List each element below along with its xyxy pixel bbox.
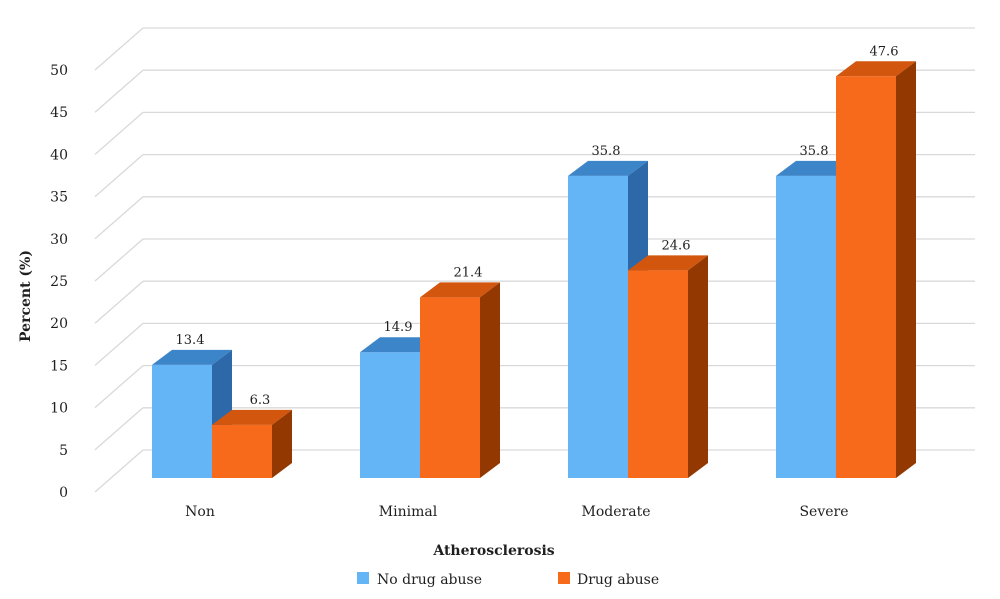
y-tick-label: 50: [50, 63, 68, 79]
bar-front-face: [152, 364, 212, 478]
bars: [152, 61, 916, 479]
side-wall-gridline: [94, 69, 144, 113]
bar-side-face: [688, 255, 708, 478]
legend: No drug abuse Drug abuse: [357, 572, 659, 588]
legend-label-no-drug-abuse: No drug abuse: [377, 572, 482, 588]
bar-side-face: [896, 61, 916, 478]
y-tick-label: 0: [59, 485, 68, 501]
bar-side-face: [480, 282, 500, 478]
side-wall-gridline: [94, 154, 144, 198]
data-label-no-drug-abuse-moderate: 35.8: [592, 144, 621, 159]
bar-front-face: [836, 76, 896, 479]
side-wall-gridline: [94, 280, 144, 324]
legend-label-drug-abuse: Drug abuse: [577, 572, 659, 588]
bar-drug-abuse-severe: [836, 61, 916, 479]
bar-front-face: [212, 424, 272, 478]
bar-drug-abuse-minimal: [420, 282, 500, 478]
data-label-drug-abuse-non: 6.3: [250, 393, 271, 408]
bar-drug-abuse-moderate: [628, 255, 708, 478]
legend-swatch-drug-abuse: [558, 572, 570, 584]
y-axis-ticks: 0 5 10 15 20 25 30 35 40 45 50: [50, 63, 68, 501]
x-axis-ticks: Non Minimal Moderate Severe: [185, 504, 848, 520]
side-wall-gridline: [94, 365, 144, 409]
x-axis-title: Atherosclerosis: [432, 543, 554, 559]
x-tick-label: Non: [185, 504, 215, 520]
y-tick-label: 30: [50, 232, 68, 248]
side-wall-gridline: [94, 196, 144, 240]
x-tick-label: Severe: [799, 504, 848, 520]
x-tick-label: Minimal: [379, 504, 438, 520]
side-wall-gridline: [94, 322, 144, 366]
bar-top-face: [152, 349, 232, 365]
bar-top-face: [568, 160, 648, 176]
bar-no-drug-abuse-non: [152, 349, 232, 478]
side-wall-gridline: [94, 407, 144, 451]
y-tick-label: 20: [50, 316, 68, 332]
bar-front-face: [360, 352, 420, 478]
data-label-no-drug-abuse-non: 13.4: [176, 333, 205, 348]
bar-front-face: [420, 297, 480, 478]
bar-front-face: [568, 175, 628, 478]
bar-front-face: [776, 175, 836, 478]
side-wall-gridline: [94, 238, 144, 282]
bar-top-face: [836, 61, 916, 77]
legend-item-no-drug-abuse: No drug abuse: [357, 572, 482, 588]
side-wall-gridline: [94, 27, 144, 71]
data-label-drug-abuse-moderate: 24.6: [662, 238, 691, 253]
legend-swatch-no-drug-abuse: [357, 572, 369, 584]
y-tick-label: 15: [50, 358, 68, 374]
y-tick-label: 45: [50, 105, 68, 121]
bar-top-face: [212, 409, 292, 425]
y-tick-label: 35: [50, 190, 68, 206]
data-label-drug-abuse-minimal: 21.4: [454, 265, 483, 280]
y-axis-title: Percent (%): [18, 250, 34, 342]
data-label-no-drug-abuse-severe: 35.8: [800, 144, 829, 159]
bar-drug-abuse-non: [212, 409, 292, 478]
y-tick-label: 10: [50, 401, 68, 417]
side-wall-gridline: [94, 111, 144, 155]
bar-top-face: [420, 282, 500, 298]
y-tick-label: 40: [50, 147, 68, 163]
side-wall-gridline: [94, 449, 144, 493]
bar-side-face: [272, 409, 292, 478]
bar-front-face: [628, 270, 688, 478]
data-label-no-drug-abuse-minimal: 14.9: [384, 320, 413, 335]
y-tick-label: 25: [50, 274, 68, 290]
y-tick-label: 5: [59, 443, 68, 459]
bar-top-face: [628, 255, 708, 271]
x-tick-label: Moderate: [582, 504, 651, 520]
legend-item-drug-abuse: Drug abuse: [558, 572, 659, 588]
data-labels: 13.4 6.3 14.9 21.4 35.8 24.6 35.8 47.6: [176, 44, 899, 408]
data-label-drug-abuse-severe: 47.6: [870, 44, 899, 59]
